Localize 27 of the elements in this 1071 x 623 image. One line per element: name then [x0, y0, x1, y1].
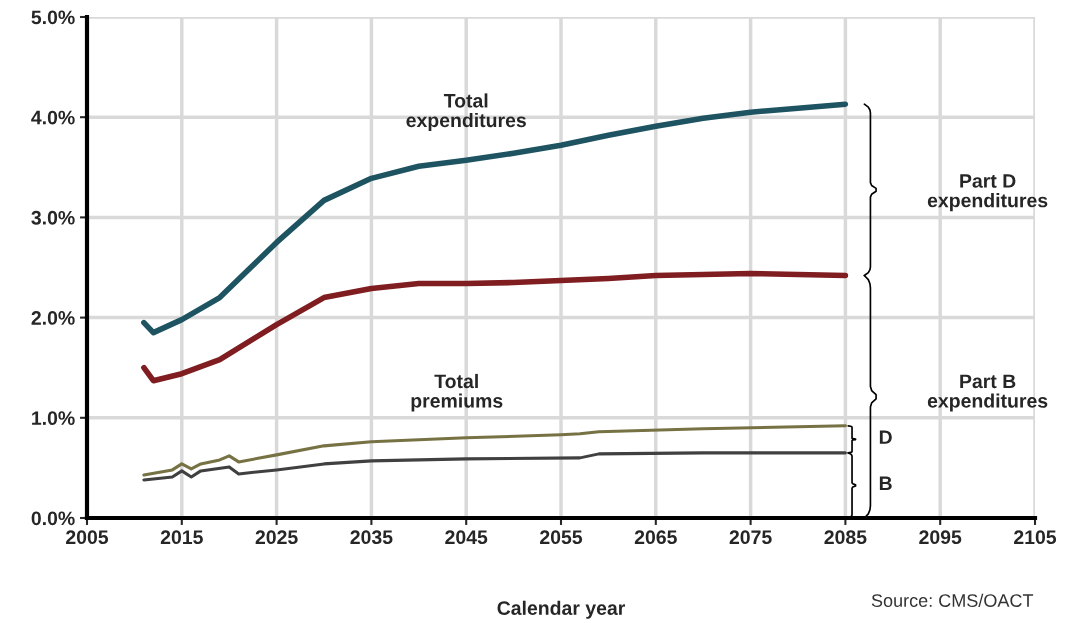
- annotation: D: [879, 430, 892, 444]
- x-tick-label: 2035: [350, 530, 393, 545]
- x-tick-label: 2025: [255, 530, 298, 545]
- line-series: [142, 451, 847, 482]
- x-tick-label: 2015: [160, 530, 203, 545]
- y-tick-label: 1.0%: [32, 411, 75, 426]
- y-tick-label: 4.0%: [31, 110, 75, 125]
- line-series: [142, 424, 847, 477]
- annotation: Total premiums: [411, 373, 503, 412]
- x-tick-label: 2075: [729, 530, 772, 545]
- x-tick-label: 2005: [66, 530, 109, 545]
- y-tick-label: 3.0%: [31, 210, 75, 225]
- x-axis-title: Calendar year: [497, 600, 626, 619]
- x-tick-label: 2045: [445, 530, 488, 545]
- x-tick-label: 2095: [919, 530, 962, 545]
- annotation: Part D expenditures: [927, 174, 1048, 212]
- source-note: Source: CMS/OACT: [871, 593, 1034, 607]
- annotation: Total expenditures: [406, 93, 526, 132]
- y-tick-label: 0.0%: [31, 511, 75, 526]
- x-tick-label: 2055: [540, 530, 583, 545]
- y-tick-label: 5.0%: [31, 10, 75, 25]
- annotation: Part B expenditures: [927, 374, 1048, 412]
- x-tick-label: 2065: [634, 530, 677, 545]
- x-tick-label: 2105: [1014, 530, 1057, 545]
- x-tick-label: 2085: [824, 530, 867, 545]
- annotation: B: [879, 476, 892, 490]
- y-tick-label: 2.0%: [31, 311, 75, 325]
